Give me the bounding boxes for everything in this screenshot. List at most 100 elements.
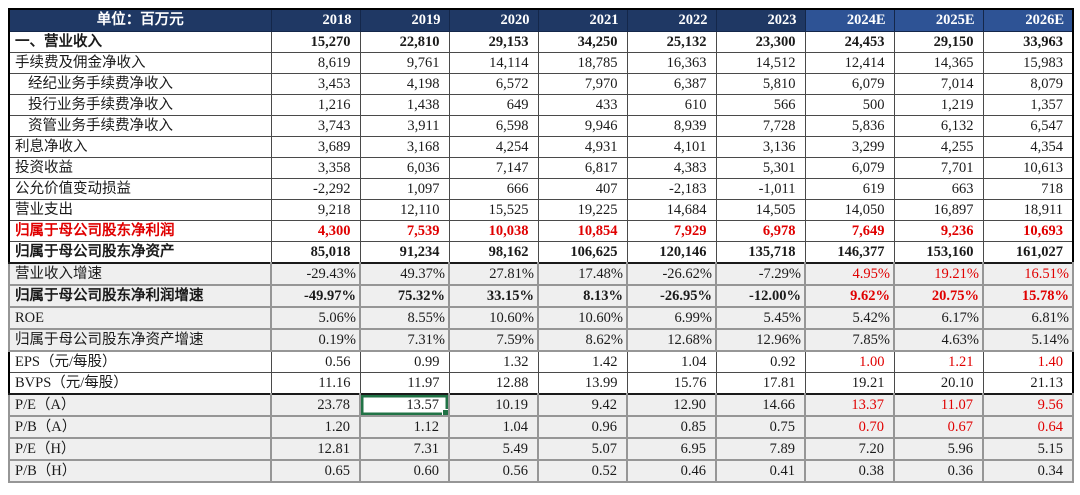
col-header-2026E[interactable]: 2026E	[982, 8, 1074, 32]
cell-2026E[interactable]: 0.64	[982, 415, 1074, 439]
cell-2022[interactable]: 610	[626, 94, 717, 116]
row-label[interactable]: P/B（H）	[8, 459, 272, 483]
cell-2024E[interactable]: 146,377	[804, 241, 895, 264]
cell-2019[interactable]: 75.32%	[359, 284, 450, 308]
cell-2024E[interactable]: 1.00	[804, 350, 895, 373]
selected-cell[interactable]: 13.57	[359, 393, 450, 417]
cell-2021[interactable]: 17.48%	[537, 262, 628, 286]
cell-2022[interactable]: 8,939	[626, 115, 717, 137]
cell-2025E[interactable]: 7,014	[893, 73, 984, 95]
cell-2025E[interactable]: 6.17%	[893, 306, 984, 330]
cell-2019[interactable]: 49.37%	[359, 262, 450, 286]
cell-2022[interactable]: -26.95%	[626, 284, 717, 308]
row-label[interactable]: P/B（A）	[8, 415, 272, 439]
cell-2023[interactable]: -1,011	[715, 178, 806, 200]
cell-2022[interactable]: 6.95	[626, 437, 717, 461]
cell-2019[interactable]: 7.31%	[359, 328, 450, 352]
cell-2023[interactable]: 23,300	[715, 31, 806, 53]
cell-2019[interactable]: 0.99	[359, 350, 450, 373]
cell-2020[interactable]: 10.60%	[448, 306, 539, 330]
cell-2018[interactable]: 15,270	[270, 31, 361, 53]
cell-2020[interactable]: 98,162	[448, 241, 539, 264]
cell-2020[interactable]: 10.19	[448, 393, 539, 417]
cell-2022[interactable]: 0.46	[626, 459, 717, 483]
cell-2022[interactable]: 12.90	[626, 393, 717, 417]
col-header-2024E[interactable]: 2024E	[804, 8, 895, 32]
cell-2022[interactable]: 25,132	[626, 31, 717, 53]
cell-2019[interactable]: 3,168	[359, 136, 450, 158]
cell-2019[interactable]: 91,234	[359, 241, 450, 264]
cell-2020[interactable]: 14,114	[448, 52, 539, 74]
cell-2022[interactable]: 16,363	[626, 52, 717, 74]
row-label[interactable]: 归属于母公司股东净利润增速	[8, 284, 272, 308]
cell-2019[interactable]: 11.97	[359, 372, 450, 395]
cell-2022[interactable]: 14,684	[626, 199, 717, 221]
cell-2022[interactable]: 12.68%	[626, 328, 717, 352]
cell-2026E[interactable]: 6,547	[982, 115, 1074, 137]
cell-2019[interactable]: 1,438	[359, 94, 450, 116]
cell-2026E[interactable]: 9.56	[982, 393, 1074, 417]
cell-2024E[interactable]: 9.62%	[804, 284, 895, 308]
col-header-2018[interactable]: 2018	[270, 8, 361, 32]
cell-2025E[interactable]: 1,219	[893, 94, 984, 116]
cell-2024E[interactable]: 5.42%	[804, 306, 895, 330]
cell-2021[interactable]: 7,970	[537, 73, 628, 95]
cell-2019[interactable]: 8.55%	[359, 306, 450, 330]
cell-2023[interactable]: 0.92	[715, 350, 806, 373]
cell-2026E[interactable]: 10,613	[982, 157, 1074, 179]
row-label[interactable]: P/E（A）	[8, 393, 272, 417]
cell-2025E[interactable]: 1.21	[893, 350, 984, 373]
cell-2020[interactable]: 6,598	[448, 115, 539, 137]
cell-2022[interactable]: 4,101	[626, 136, 717, 158]
cell-2026E[interactable]: 0.34	[982, 459, 1074, 483]
col-header-2023[interactable]: 2023	[715, 8, 806, 32]
cell-2021[interactable]: 106,625	[537, 241, 628, 264]
row-label[interactable]: 归属于母公司股东净资产	[8, 241, 272, 264]
cell-2022[interactable]: 0.85	[626, 415, 717, 439]
cell-2018[interactable]: 4,300	[270, 220, 361, 242]
cell-2025E[interactable]: 663	[893, 178, 984, 200]
cell-2023[interactable]: 5,301	[715, 157, 806, 179]
row-label[interactable]: 资管业务手续费净收入	[8, 115, 272, 137]
cell-2019[interactable]: 9,761	[359, 52, 450, 74]
cell-2023[interactable]: -12.00%	[715, 284, 806, 308]
row-label[interactable]: 手续费及佣金净收入	[8, 52, 272, 74]
cell-2018[interactable]: 11.16	[270, 372, 361, 395]
cell-2020[interactable]: 649	[448, 94, 539, 116]
row-label[interactable]: 营业收入增速	[8, 262, 272, 286]
cell-2020[interactable]: 15,525	[448, 199, 539, 221]
cell-2024E[interactable]: 7,649	[804, 220, 895, 242]
cell-2021[interactable]: 5.07	[537, 437, 628, 461]
col-header-2022[interactable]: 2022	[626, 8, 717, 32]
cell-2019[interactable]: 0.60	[359, 459, 450, 483]
col-header-2025E[interactable]: 2025E	[893, 8, 984, 32]
cell-2022[interactable]: 120,146	[626, 241, 717, 264]
cell-2026E[interactable]: 4,354	[982, 136, 1074, 158]
cell-2025E[interactable]: 6,132	[893, 115, 984, 137]
cell-2024E[interactable]: 5,836	[804, 115, 895, 137]
cell-2024E[interactable]: 6,079	[804, 73, 895, 95]
col-header-2021[interactable]: 2021	[537, 8, 628, 32]
cell-2026E[interactable]: 15.78%	[982, 284, 1074, 308]
row-label[interactable]: BVPS（元/每股）	[8, 372, 272, 395]
cell-2026E[interactable]: 5.15	[982, 437, 1074, 461]
cell-2024E[interactable]: 619	[804, 178, 895, 200]
cell-2023[interactable]: -7.29%	[715, 262, 806, 286]
cell-2026E[interactable]: 1,357	[982, 94, 1074, 116]
cell-2022[interactable]: 4,383	[626, 157, 717, 179]
cell-2018[interactable]: -49.97%	[270, 284, 361, 308]
cell-2025E[interactable]: 16,897	[893, 199, 984, 221]
row-label[interactable]: 归属于母公司股东净利润	[8, 220, 272, 242]
cell-2018[interactable]: -2,292	[270, 178, 361, 200]
cell-2018[interactable]: 9,218	[270, 199, 361, 221]
cell-2020[interactable]: 1.32	[448, 350, 539, 373]
cell-2024E[interactable]: 4.95%	[804, 262, 895, 286]
cell-2020[interactable]: 27.81%	[448, 262, 539, 286]
cell-2026E[interactable]: 8,079	[982, 73, 1074, 95]
cell-2025E[interactable]: 20.75%	[893, 284, 984, 308]
cell-2020[interactable]: 10,038	[448, 220, 539, 242]
cell-2020[interactable]: 29,153	[448, 31, 539, 53]
cell-2023[interactable]: 135,718	[715, 241, 806, 264]
cell-2019[interactable]: 7,539	[359, 220, 450, 242]
cell-2021[interactable]: 433	[537, 94, 628, 116]
